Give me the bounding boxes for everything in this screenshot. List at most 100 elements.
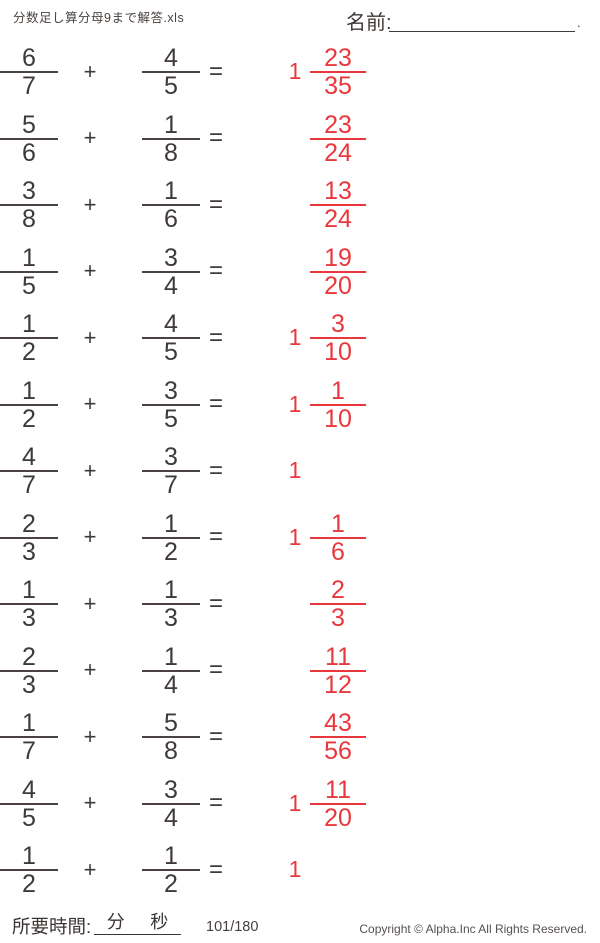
answer-denominator: 10 — [324, 404, 352, 433]
addend2-denominator: 2 — [164, 537, 178, 566]
addend1-numerator: 1 — [22, 709, 36, 737]
answer-fraction-bar — [310, 403, 366, 406]
addend1-numerator: 1 — [22, 310, 36, 338]
addend1-denominator: 7 — [22, 72, 36, 100]
answer-denominator: 6 — [331, 537, 345, 566]
equals-sign: = — [208, 722, 223, 750]
addend2-numerator: 3 — [164, 376, 178, 405]
addend2-fraction-bar — [142, 603, 200, 605]
answer-whole-number: 1 — [288, 58, 302, 84]
addend2-fraction: 1 2 — [142, 504, 200, 571]
addend1-numerator: 1 — [22, 576, 36, 604]
addend1-fraction-bar — [0, 337, 58, 339]
addend2-fraction-bar — [142, 270, 200, 273]
answer-denominator: 10 — [324, 338, 352, 366]
addend2-fraction-bar — [142, 71, 200, 73]
addend2-fraction: 1 6 — [142, 171, 200, 238]
answer-numerator: 1 — [331, 509, 345, 538]
addend2-denominator: 5 — [164, 72, 178, 100]
addend2-fraction-bar — [142, 403, 200, 406]
problem-row: 3 8 + 1 6 = 13 24 — [0, 171, 600, 238]
addend1-fraction-bar — [0, 669, 58, 672]
addend1-numerator: 3 — [22, 177, 36, 205]
addend2-fraction-bar — [142, 337, 200, 339]
addend1-numerator: 4 — [22, 443, 36, 471]
addend1-fraction-bar — [0, 204, 58, 206]
equals-sign: = — [208, 257, 223, 284]
document-title: 分数足し算分母9まで解答.xls — [13, 11, 185, 25]
addend1-fraction: 2 3 — [0, 504, 58, 571]
addend2-fraction: 3 4 — [142, 770, 200, 837]
addend2-numerator: 1 — [164, 842, 178, 870]
addend2-numerator: 3 — [164, 243, 178, 272]
minutes-label: 分 — [106, 912, 125, 932]
answer-denominator: 3 — [331, 604, 345, 632]
equals-sign: = — [208, 589, 223, 617]
addend2-denominator: 8 — [164, 138, 178, 167]
addend1-numerator: 2 — [22, 509, 36, 538]
answer-denominator: 20 — [324, 271, 352, 300]
plus-sign: + — [83, 723, 97, 749]
plus-sign: + — [83, 457, 97, 483]
addend2-numerator: 1 — [164, 576, 178, 604]
addend1-numerator: 2 — [22, 642, 36, 671]
problem-row: 5 6 + 1 8 = 23 24 — [0, 105, 600, 172]
copyright-notice: Copyright © Alpha.Inc All Rights Reserve… — [359, 922, 587, 936]
addend2-denominator: 5 — [164, 338, 178, 366]
plus-sign: + — [83, 391, 97, 416]
addend1-denominator: 2 — [22, 338, 36, 366]
addend1-denominator: 5 — [22, 803, 36, 832]
answer-whole-number: 1 — [288, 324, 302, 350]
answer-numerator: 11 — [325, 642, 351, 671]
plus-sign: + — [83, 590, 97, 616]
addend1-fraction-bar — [0, 137, 58, 140]
addend1-fraction: 1 2 — [0, 304, 58, 371]
answer-whole-number: 1 — [288, 789, 302, 816]
answer-denominator: 12 — [324, 670, 352, 699]
answer-whole-number: 1 — [288, 457, 302, 483]
problem-row: 1 2 + 4 5 = 1 3 10 — [0, 304, 600, 371]
addend1-denominator: 6 — [22, 138, 36, 167]
answer-fraction-bar — [310, 802, 366, 805]
equals-sign: = — [208, 656, 223, 683]
addend2-numerator: 3 — [164, 443, 178, 471]
addend1-fraction-bar — [0, 603, 58, 605]
answer-fraction: 19 20 — [310, 238, 366, 305]
answer-fraction-bar — [310, 603, 366, 605]
addend2-fraction: 3 7 — [142, 437, 200, 504]
seconds-label: 秒 — [150, 912, 169, 932]
answer-fraction-bar — [310, 270, 366, 273]
answer-fraction-bar — [310, 204, 366, 206]
addend1-fraction-bar — [0, 802, 58, 805]
name-blank-line — [389, 10, 575, 32]
addend2-fraction-bar — [142, 470, 200, 472]
problem-row: 4 5 + 3 4 = 1 11 20 — [0, 770, 600, 837]
addend2-fraction-bar — [142, 802, 200, 805]
addend2-fraction: 1 4 — [142, 637, 200, 704]
answer-fraction: 3 10 — [310, 304, 366, 371]
addend1-denominator: 7 — [22, 737, 36, 765]
name-label: 名前: — [346, 12, 392, 34]
addend2-numerator: 5 — [164, 709, 178, 737]
addend2-numerator: 4 — [164, 310, 178, 338]
answer-fraction-bar — [310, 137, 366, 140]
addend1-numerator: 1 — [22, 243, 36, 272]
answer-fraction-bar — [310, 536, 366, 539]
addend1-fraction-bar — [0, 71, 58, 73]
addend1-fraction: 1 3 — [0, 570, 58, 637]
equals-sign: = — [208, 456, 223, 484]
addend1-fraction: 3 8 — [0, 171, 58, 238]
addend1-fraction-bar — [0, 536, 58, 539]
problem-row: 1 3 + 1 3 = 2 3 — [0, 570, 600, 637]
addend2-fraction: 1 8 — [142, 105, 200, 172]
addend2-denominator: 8 — [164, 737, 178, 765]
plus-sign: + — [83, 856, 97, 882]
addend2-fraction-bar — [142, 669, 200, 672]
addend1-fraction: 6 7 — [0, 38, 58, 105]
addend2-fraction: 4 5 — [142, 38, 200, 105]
name-line-period: . — [577, 15, 581, 30]
answer-numerator: 3 — [331, 310, 345, 338]
addend2-fraction: 5 8 — [142, 703, 200, 770]
plus-sign: + — [83, 125, 97, 150]
